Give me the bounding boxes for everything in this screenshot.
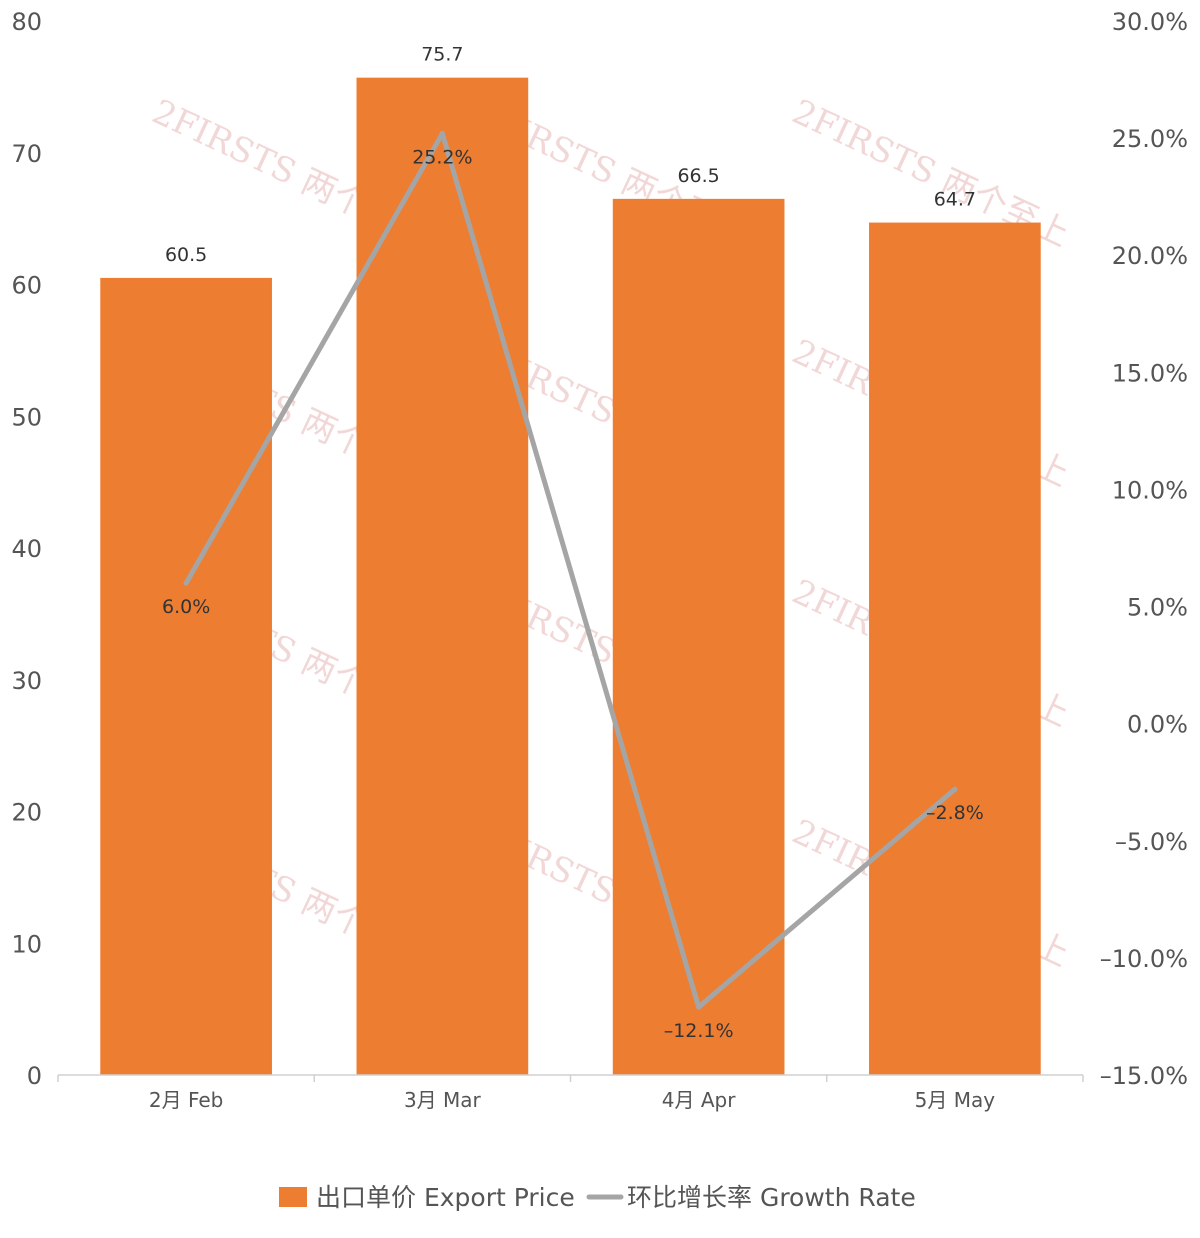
line-layer (183, 130, 958, 1010)
line-value-label: 25.2% (412, 146, 472, 168)
labels-layer: 60.5 75.7 66.5 64.7 6.0% 25.2% –12.1% –2.8% (162, 44, 984, 1042)
x-tick-label: 4月 Apr (662, 1088, 736, 1112)
y-right-tick-label: 15.0% (1112, 359, 1188, 387)
line-value-label: –12.1% (664, 1020, 734, 1042)
y-right-tick-label: –5.0% (1115, 828, 1188, 856)
y-right-tick-label: 10.0% (1112, 476, 1188, 504)
y-right-tick-label: 30.0% (1112, 8, 1188, 36)
x-tick-label: 2月 Feb (149, 1088, 224, 1112)
y-left-tick-label: 30 (11, 667, 42, 695)
bar-export-price-3 (869, 222, 1041, 1075)
bars-layer (100, 77, 1041, 1076)
bar-value-label: 75.7 (421, 44, 463, 66)
y-left-tick-label: 80 (11, 8, 42, 36)
y-right-tick-label: –10.0% (1100, 945, 1188, 973)
axis-layer: 2月 Feb 3月 Mar 4月 Apr 5月 May 0 10 20 30 40 50 60 70 8… (11, 8, 1188, 1112)
x-tick-label: 5月 May (915, 1088, 996, 1112)
growth-rate-point-2 (696, 1004, 702, 1010)
y-left-tick-label: 0 (27, 1062, 42, 1090)
y-right-tick-label: 20.0% (1112, 242, 1188, 270)
y-left-tick-label: 60 (11, 272, 42, 300)
y-left-tick-label: 20 (11, 799, 42, 827)
growth-rate-point-1 (439, 130, 445, 136)
bar-value-label: 66.5 (677, 165, 719, 187)
y-left-tick-label: 70 (11, 140, 42, 168)
y-right-tick-label: 5.0% (1127, 594, 1188, 622)
legend-label-growth-rate: 环比增长率 Growth Rate (627, 1183, 916, 1212)
y-right-tick-label: –15.0% (1100, 1062, 1188, 1090)
bar-value-label: 60.5 (165, 244, 207, 266)
legend: 出口单价 Export Price 环比增长率 Growth Rate (279, 1183, 916, 1212)
y-right-tick-label: 0.0% (1127, 711, 1188, 739)
bar-export-price-1 (356, 77, 529, 1076)
y-right-tick-label: 25.0% (1112, 125, 1188, 153)
bar-export-price-2 (612, 198, 785, 1076)
growth-rate-point-3 (952, 786, 958, 792)
y-left-tick-label: 50 (11, 403, 42, 431)
y-left-tick-label: 10 (11, 930, 42, 958)
line-value-label: –2.8% (926, 802, 984, 824)
line-value-label: 6.0% (162, 596, 210, 618)
growth-rate-point-0 (183, 580, 189, 586)
bar-value-label: 64.7 (934, 189, 976, 211)
y-left-tick-label: 40 (11, 535, 42, 563)
legend-label-export-price: 出口单价 Export Price (316, 1183, 575, 1212)
legend-swatch-export-price (279, 1187, 307, 1207)
x-tick-label: 3月 Mar (404, 1088, 482, 1112)
bar-export-price-0 (100, 277, 272, 1076)
growth-rate-line (183, 130, 958, 1010)
